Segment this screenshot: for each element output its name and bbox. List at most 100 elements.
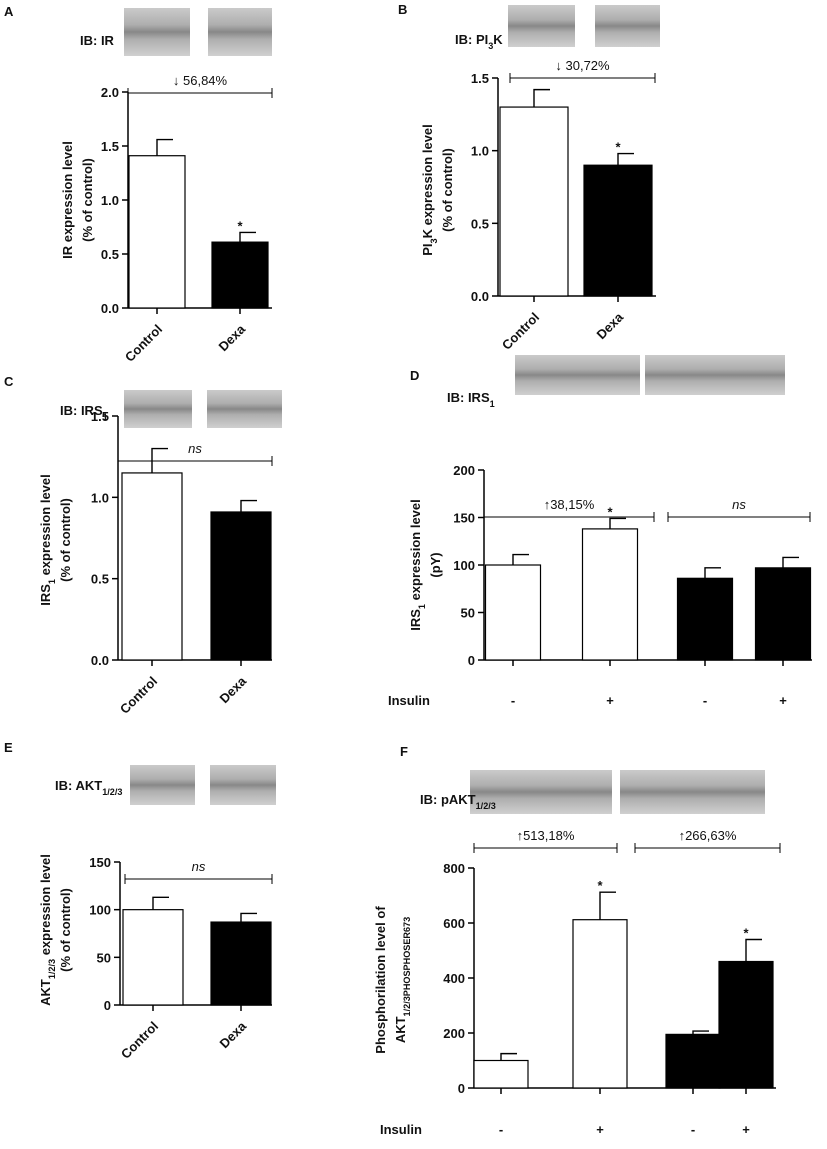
x-tick-label: Dexa [216,321,249,354]
blot-label: IB: IR [80,33,115,48]
x-tick-label: - [499,1122,503,1137]
annotation: ↓ 56,84% [173,73,228,88]
y-tick-label: 1.0 [101,193,119,208]
error-bar [512,553,529,565]
text-part: 3 [488,41,493,51]
y-axis-label: AKT1/2/3PHOSPHOSER673 [393,917,412,1043]
blot [207,390,282,428]
y-tick-label: 100 [89,903,111,918]
x-tick-label: + [779,693,787,708]
x-tick-label: Control [118,1019,161,1062]
y-tick-label: 150 [89,855,111,870]
bar [121,472,183,661]
y-tick-label: 0.5 [101,247,119,262]
text-part: 1 [417,604,427,609]
bar [484,564,542,661]
text-part: K expression level [420,124,435,238]
y-tick-label: 0 [104,998,111,1013]
error-bar [745,938,762,962]
y-axis-label: Phosphorilation level of [373,906,388,1054]
annotation-bracket [124,874,273,884]
x-tick-label: + [596,1122,604,1137]
annotation: ns [188,441,202,456]
y-tick-label: 0.0 [91,653,109,668]
text-part: 1 [490,399,495,409]
text-part: 1/2/3 [476,801,496,811]
y-tick-label: 200 [453,463,475,478]
bar [581,528,639,661]
y-axis-label: (% of control) [80,158,95,242]
significance-mark: * [743,926,749,941]
panel-letter: D [410,368,419,383]
y-axis-label: IR expression level [60,141,75,259]
blot-label: IB: PI3K [455,32,503,51]
text-part: IRS [408,609,423,631]
blot [124,390,192,428]
text-part: expression level [408,499,423,604]
bar [210,511,272,661]
panel-letter: F [400,744,408,759]
blot-label: IB: pAKT1/2/3 [420,792,496,811]
y-tick-label: 50 [461,606,475,621]
text-part: (% of control) [440,148,455,232]
significance-mark: * [607,504,613,519]
text-part: IB: IRS [447,390,490,405]
panel-letter: E [4,740,13,755]
annotation: ns [192,859,206,874]
text-part: IR expression level [60,141,75,259]
error-bar [152,896,169,910]
annotation-bracket [127,88,273,98]
text-part: IB: AKT [55,778,102,793]
significance-mark: * [615,140,621,155]
y-tick-label: 2.0 [101,85,119,100]
y-tick-label: 0.0 [101,301,119,316]
error-bar [500,1052,517,1061]
text-part: K [493,32,503,47]
y-axis-label: PI3K expression level [420,124,439,256]
text-part: expression level [38,474,53,579]
x-tick-label: - [703,693,707,708]
text-part: AKT [38,979,53,1006]
y-axis-label: IRS1 expression level [408,499,427,631]
y-tick-label: 0 [458,1081,465,1096]
annotation: ↑266,63% [679,828,737,843]
error-bar [151,447,168,473]
text-part: Phosphorilation level of [373,906,388,1054]
significance-mark: * [597,878,603,893]
error-bar [599,891,616,920]
blot [508,5,575,47]
x-tick-label: Dexa [217,1018,250,1051]
error-bar [692,1030,709,1035]
bar [122,909,184,1006]
text-part: (% of control) [80,158,95,242]
bar [499,106,569,297]
y-tick-label: 0 [468,653,475,668]
annotation: ↓ 30,72% [555,58,610,73]
text-part: IB: IR [80,33,115,48]
y-tick-label: 1.5 [101,139,119,154]
error-bar [240,499,257,512]
annotation-bracket [667,512,811,522]
blot-label: IB: IRS1 [447,390,495,409]
y-tick-label: 400 [443,971,465,986]
error-bar [156,138,173,156]
error-bar [533,88,550,108]
text-part: IRS [38,584,53,606]
annotation-bracket [117,456,273,466]
y-tick-label: 1.0 [471,144,489,159]
text-part: IB: pAKT [420,792,476,807]
x-axis-label: Insulin [380,1122,422,1137]
y-tick-label: 800 [443,861,465,876]
text-part: (% of control) [58,888,73,972]
y-axis-label: (% of control) [440,148,455,232]
bar [210,921,272,1006]
blot-label: IB: AKT1/2/3 [55,778,122,797]
blot [130,765,195,805]
annotation-bracket [473,843,618,853]
error-bar [782,556,799,568]
text-part: 1/2/3 [47,959,57,979]
y-axis-label: (% of control) [58,888,73,972]
panel-letter: A [4,4,14,19]
annotation: ↑513,18% [517,828,575,843]
bar [572,919,628,1089]
